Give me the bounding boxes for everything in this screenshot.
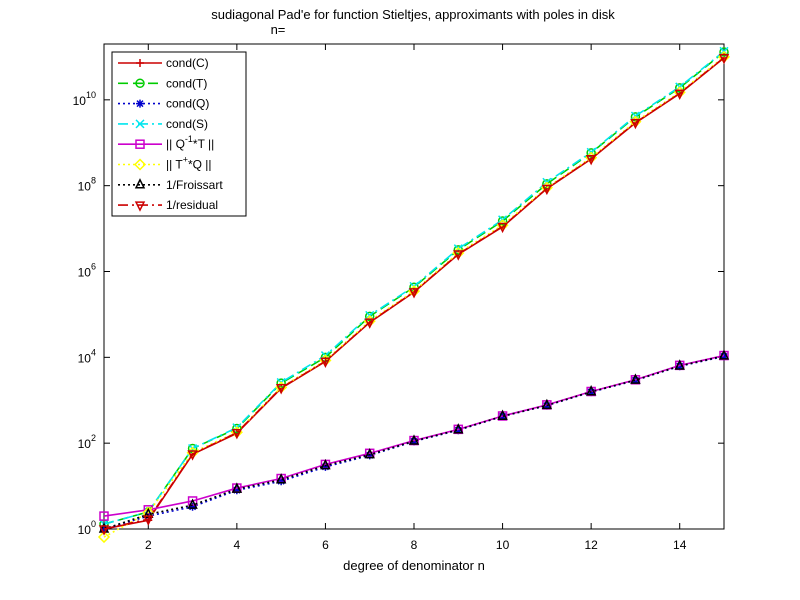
- data-point: [99, 511, 109, 521]
- data-point: [187, 498, 198, 509]
- x-tick-label: 12: [584, 538, 598, 552]
- legend-marker: [135, 78, 145, 89]
- legend-label: 1/Froissart: [166, 178, 223, 192]
- data-point: [321, 462, 330, 471]
- data-point: [674, 89, 685, 100]
- data-point: [275, 473, 287, 484]
- series-layer: [97, 46, 731, 544]
- y-axis: 100 102 104 106 108 1010: [73, 90, 724, 537]
- legend-marker: [136, 59, 144, 67]
- legend-item: || T+*Q ||: [118, 155, 212, 172]
- legend: cond(C) cond(T) cond(Q) cond(S) || Q-1*T || |…: [111, 51, 247, 217]
- data-point: [275, 384, 287, 395]
- legend-item: 1/residual: [118, 198, 218, 212]
- legend-label: cond(Q): [166, 97, 209, 111]
- data-point: [586, 148, 596, 158]
- y-tick-label: 100: [78, 519, 96, 537]
- data-point: [231, 482, 243, 493]
- legend-label: || T+*Q ||: [166, 155, 212, 172]
- series-8: [98, 53, 730, 536]
- x-tick-label: 10: [496, 538, 510, 552]
- x-tick-label: 4: [234, 538, 241, 552]
- data-point: [541, 398, 553, 410]
- x-axis: 2 4 6 8 10 12 14: [145, 44, 687, 552]
- legend-marker: [135, 139, 145, 149]
- data-point: [718, 53, 730, 65]
- legend-box: [111, 51, 247, 217]
- x-axis-label: degree of denominator n: [343, 558, 485, 573]
- data-point: [497, 222, 508, 234]
- data-point: [364, 311, 375, 322]
- legend-marker: [134, 201, 146, 212]
- data-point: [453, 423, 464, 434]
- y-tick-label: 1010: [73, 90, 96, 108]
- x-tick-label: 2: [145, 538, 152, 552]
- data-point: [630, 373, 641, 384]
- legend-label: cond(S): [166, 117, 208, 131]
- data-point: [630, 118, 641, 130]
- data-point: [143, 515, 154, 526]
- data-point: [364, 447, 375, 459]
- data-point: [364, 318, 375, 329]
- legend-label: || Q-1*T ||: [166, 134, 214, 151]
- data-point: [718, 349, 730, 360]
- y-tick-label: 106: [78, 262, 96, 280]
- legend-label: cond(T): [166, 76, 207, 90]
- data-point: [674, 83, 685, 93]
- data-point: [719, 47, 729, 57]
- legend-marker: [136, 99, 144, 108]
- data-point: [320, 357, 331, 368]
- data-point: [276, 378, 286, 388]
- data-point: [277, 477, 286, 486]
- series-line: [103, 57, 725, 530]
- y-tick-label: 108: [78, 176, 96, 194]
- data-point: [320, 458, 331, 470]
- legend-marker: [134, 178, 146, 189]
- legend-label: 1/residual: [166, 198, 218, 212]
- data-point: [188, 502, 197, 511]
- legend-label: cond(C): [166, 56, 209, 70]
- data-point: [453, 250, 464, 261]
- data-point: [408, 288, 420, 299]
- legend-item: 1/Froissart: [118, 178, 223, 192]
- data-point: [231, 428, 243, 440]
- data-point: [675, 362, 684, 371]
- legend-item: cond(Q): [118, 97, 209, 111]
- x-tick-label: 14: [673, 538, 687, 552]
- data-point: [497, 216, 508, 226]
- data-point: [98, 525, 110, 536]
- chart-subtitle: n=: [271, 22, 286, 37]
- legend-marker: [133, 158, 147, 171]
- series-line: [103, 354, 725, 517]
- data-point: [674, 359, 685, 370]
- data-point: [585, 385, 597, 396]
- legend-item: cond(S): [118, 117, 208, 131]
- data-point: [143, 507, 154, 519]
- legend-marker: [135, 119, 145, 129]
- data-point: [720, 352, 728, 361]
- data-point: [497, 409, 508, 420]
- data-point: [585, 154, 597, 166]
- data-point: [97, 530, 111, 544]
- data-point: [541, 184, 553, 196]
- data-point: [187, 450, 198, 461]
- data-point: [232, 423, 242, 434]
- x-tick-label: 6: [322, 538, 329, 552]
- y-tick-label: 104: [78, 347, 96, 365]
- legend-item: || Q-1*T ||: [118, 134, 214, 151]
- x-tick-label: 8: [411, 538, 418, 552]
- series-7: [98, 349, 730, 533]
- chart-title: sudiagonal Pad'e for function Stieltjes,…: [211, 7, 615, 22]
- data-point: [453, 245, 464, 255]
- legend-item: cond(T): [118, 76, 207, 90]
- y-tick-label: 102: [78, 433, 96, 451]
- data-point: [454, 426, 463, 435]
- data-point: [232, 486, 241, 495]
- data-point: [408, 434, 420, 445]
- legend-item: cond(C): [118, 56, 209, 70]
